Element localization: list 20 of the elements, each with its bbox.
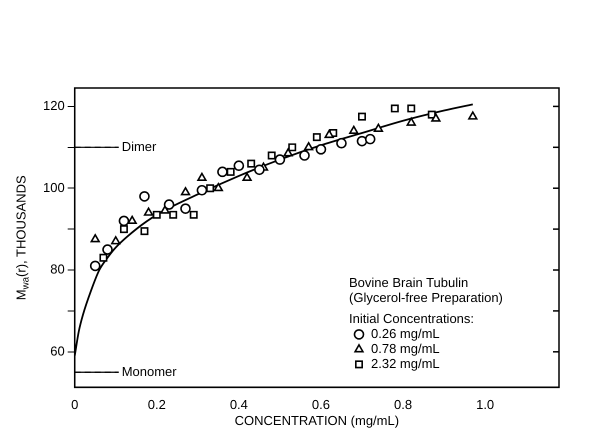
legend-label: 0.26 mg/mL — [371, 326, 440, 341]
x-tick-label: 1.0 — [476, 396, 494, 412]
x-tick-label: 0.4 — [230, 396, 248, 412]
y-tick-label: 60 — [50, 343, 65, 358]
y-tick-label: 120 — [42, 98, 65, 113]
y-tick-label: 80 — [50, 262, 65, 277]
x-tick-label: 0 — [71, 396, 78, 412]
ref-line-label: Monomer — [122, 364, 178, 379]
x-tick-label: 0.2 — [148, 396, 166, 412]
legend-label: 2.32 mg/mL — [371, 356, 440, 371]
x-tick-label: 0.6 — [312, 396, 330, 412]
annotation: (Glycerol-free Preparation) — [349, 290, 503, 305]
ref-line-label: Dimer — [122, 138, 158, 154]
y-axis-title: Mwa(r), THOUSANDS — [14, 175, 32, 300]
x-tick-label: 0.8 — [394, 396, 412, 412]
annotation: Bovine Brain Tubulin — [349, 274, 468, 290]
legend-title: Initial Concentrations: — [349, 310, 474, 326]
y-tick-label: 100 — [42, 180, 65, 195]
x-axis-title: CONCENTRATION (mg/mL) — [234, 412, 400, 428]
legend-label: 0.78 mg/mL — [371, 340, 440, 356]
